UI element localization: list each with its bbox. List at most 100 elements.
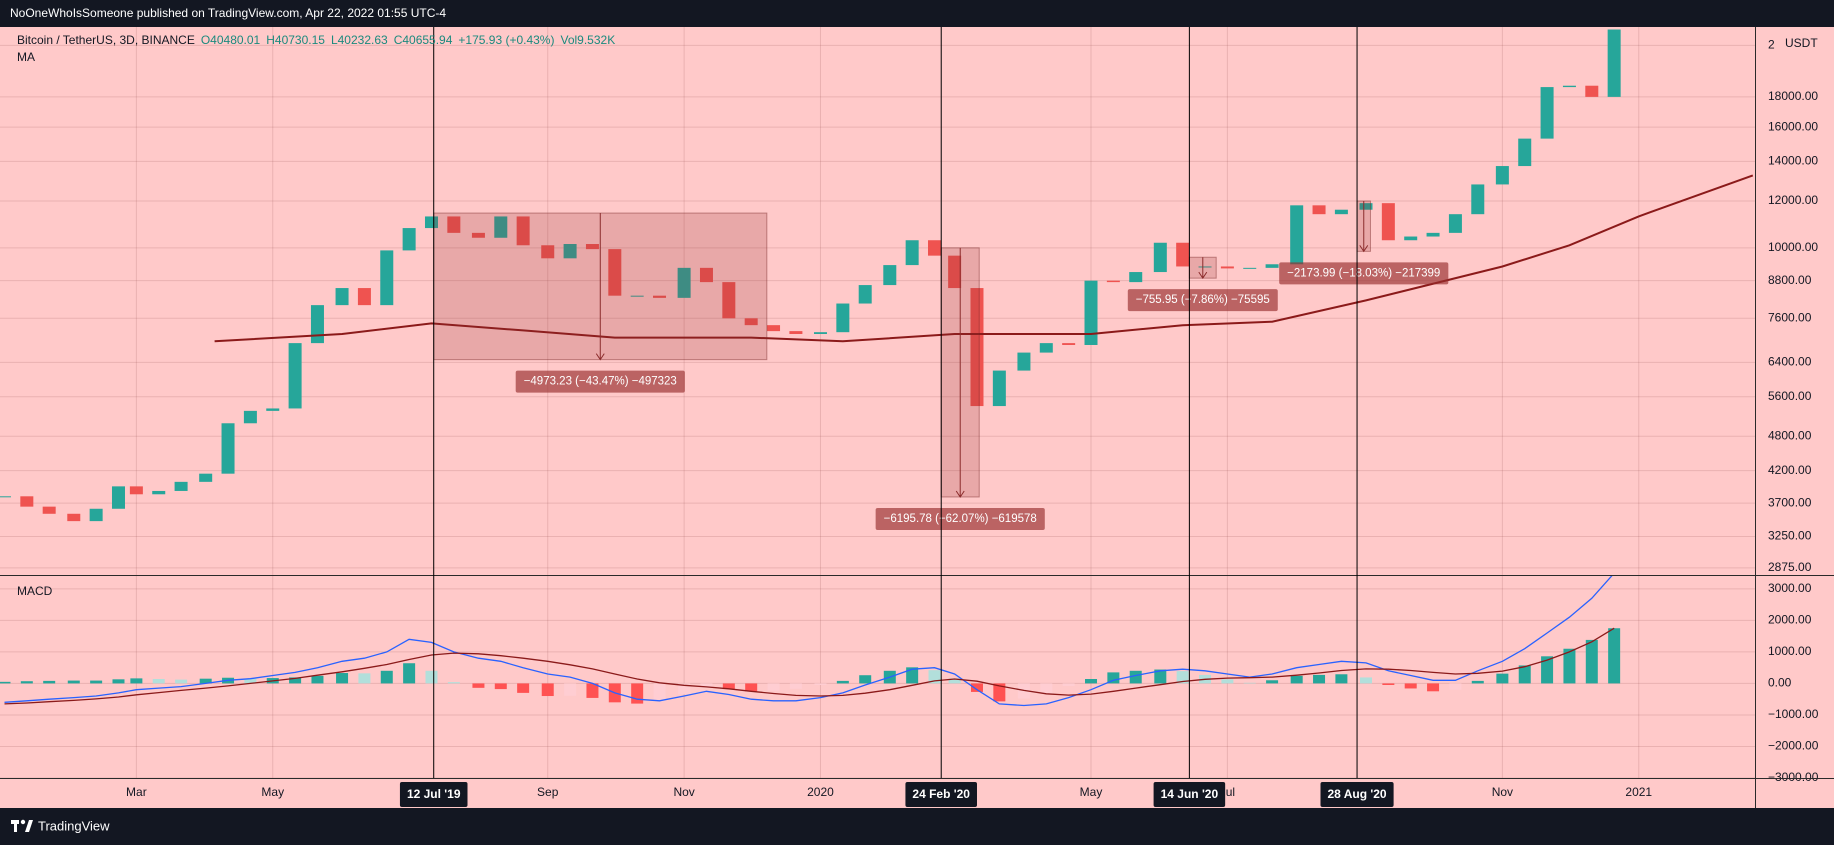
marker-label: 28 Aug '20 bbox=[1327, 787, 1386, 801]
candle bbox=[380, 250, 394, 306]
y-tick-label: 14000.00 bbox=[1768, 154, 1818, 168]
histogram-bar bbox=[289, 677, 302, 684]
histogram-bar bbox=[1404, 683, 1417, 689]
histogram-bar bbox=[0, 681, 11, 684]
y-tick-label: −1000.00 bbox=[1768, 707, 1819, 721]
histogram-bar bbox=[1585, 639, 1598, 684]
candle bbox=[1265, 264, 1279, 268]
legend-change: +175.93 (+0.43%) bbox=[458, 33, 554, 47]
legend-symbol: Bitcoin / TetherUS, 3D, BINANCE bbox=[17, 33, 195, 47]
y-tick-label: 7600.00 bbox=[1768, 310, 1812, 324]
candle bbox=[1585, 85, 1599, 97]
candle bbox=[129, 486, 143, 495]
candle bbox=[630, 295, 644, 297]
candle bbox=[608, 249, 622, 296]
candle bbox=[1495, 166, 1509, 185]
candle bbox=[67, 513, 81, 522]
x-tick-label: Sep bbox=[537, 785, 559, 799]
histogram-bar bbox=[199, 678, 212, 684]
brand-name: TradingView bbox=[38, 818, 110, 833]
y-tick-label: 6400.00 bbox=[1768, 355, 1812, 369]
y-tick-label: 4200.00 bbox=[1768, 463, 1812, 477]
marker-label-bg bbox=[399, 782, 468, 807]
histogram-bar bbox=[1496, 673, 1509, 684]
histogram-bar bbox=[472, 683, 485, 688]
candle bbox=[221, 423, 235, 474]
histogram-bar bbox=[112, 679, 125, 684]
histogram-bar bbox=[1290, 675, 1303, 684]
histogram-bar bbox=[814, 683, 827, 685]
y-tick-label: 3700.00 bbox=[1768, 495, 1812, 509]
histogram-bar bbox=[1266, 680, 1279, 684]
candle bbox=[1540, 87, 1554, 139]
histogram-bar bbox=[175, 679, 188, 684]
histogram-bar bbox=[494, 683, 507, 690]
measure-arrow bbox=[1359, 201, 1369, 253]
histogram-bar bbox=[678, 683, 691, 695]
y-tick-label: −3000.00 bbox=[1768, 770, 1819, 784]
histogram-bar bbox=[859, 675, 872, 684]
measure-label-bg bbox=[875, 507, 1045, 530]
macd-title: MACD bbox=[17, 584, 53, 598]
signal-line bbox=[4, 627, 1615, 705]
histogram-bar bbox=[1563, 648, 1576, 684]
y-tick-label: 2000.00 bbox=[1768, 613, 1812, 627]
histogram-bar bbox=[336, 673, 349, 684]
histogram-bar bbox=[541, 683, 554, 697]
candle bbox=[1153, 242, 1167, 273]
histogram-bar bbox=[906, 667, 919, 684]
measure-label-bg bbox=[515, 370, 685, 393]
histogram-bar bbox=[1471, 680, 1484, 684]
x-tick-label: 2021 bbox=[1625, 785, 1652, 799]
histogram-bar bbox=[1541, 656, 1554, 684]
histogram-bar bbox=[20, 681, 33, 684]
histogram-bar bbox=[358, 673, 371, 684]
candle bbox=[89, 508, 103, 522]
candle bbox=[1039, 343, 1053, 353]
measure-arrow bbox=[955, 247, 965, 498]
y-tick-label: 2 bbox=[1768, 38, 1775, 52]
candle bbox=[1471, 184, 1485, 215]
candle bbox=[677, 267, 691, 298]
marker-label: 24 Feb '20 bbox=[912, 787, 970, 801]
publish-title: NoOneWhoIsSomeone published on TradingVi… bbox=[10, 6, 446, 20]
y-tick-label: 0.00 bbox=[1768, 676, 1792, 690]
candle bbox=[1404, 236, 1418, 241]
indicator-label: MA bbox=[17, 50, 35, 64]
histogram-bar bbox=[1154, 669, 1167, 684]
histogram-bar bbox=[403, 663, 416, 684]
x-tick-label: May bbox=[261, 785, 284, 799]
histogram-bar bbox=[1359, 677, 1372, 684]
candle bbox=[1518, 138, 1532, 167]
histogram-bar bbox=[1427, 683, 1440, 692]
candle bbox=[744, 318, 758, 326]
y-tick-label: −2000.00 bbox=[1768, 739, 1819, 753]
y-tick-label: 1000.00 bbox=[1768, 644, 1812, 658]
histogram-bar bbox=[722, 683, 735, 690]
candle bbox=[1129, 272, 1143, 283]
candle bbox=[563, 244, 577, 259]
candle bbox=[928, 240, 942, 256]
histogram-bar bbox=[152, 679, 165, 684]
candle bbox=[516, 216, 530, 246]
marker-label-bg bbox=[905, 782, 977, 807]
histogram-bar bbox=[836, 680, 849, 684]
candle bbox=[1220, 266, 1234, 269]
histogram-bar bbox=[425, 670, 438, 684]
x-tick-label: 2020 bbox=[807, 785, 834, 799]
histogram-bar bbox=[517, 683, 530, 693]
candle bbox=[1084, 280, 1098, 345]
candle bbox=[1381, 203, 1395, 241]
candle bbox=[402, 228, 416, 251]
candle bbox=[1334, 209, 1348, 215]
candle bbox=[905, 240, 919, 266]
legend-low: L40232.63 bbox=[331, 33, 388, 47]
candle bbox=[0, 496, 11, 498]
candle bbox=[288, 343, 302, 409]
candle bbox=[970, 288, 984, 407]
histogram-bar bbox=[948, 678, 961, 684]
candle bbox=[1359, 203, 1373, 210]
histogram-bar bbox=[700, 683, 713, 688]
measure-arrow bbox=[595, 213, 605, 361]
